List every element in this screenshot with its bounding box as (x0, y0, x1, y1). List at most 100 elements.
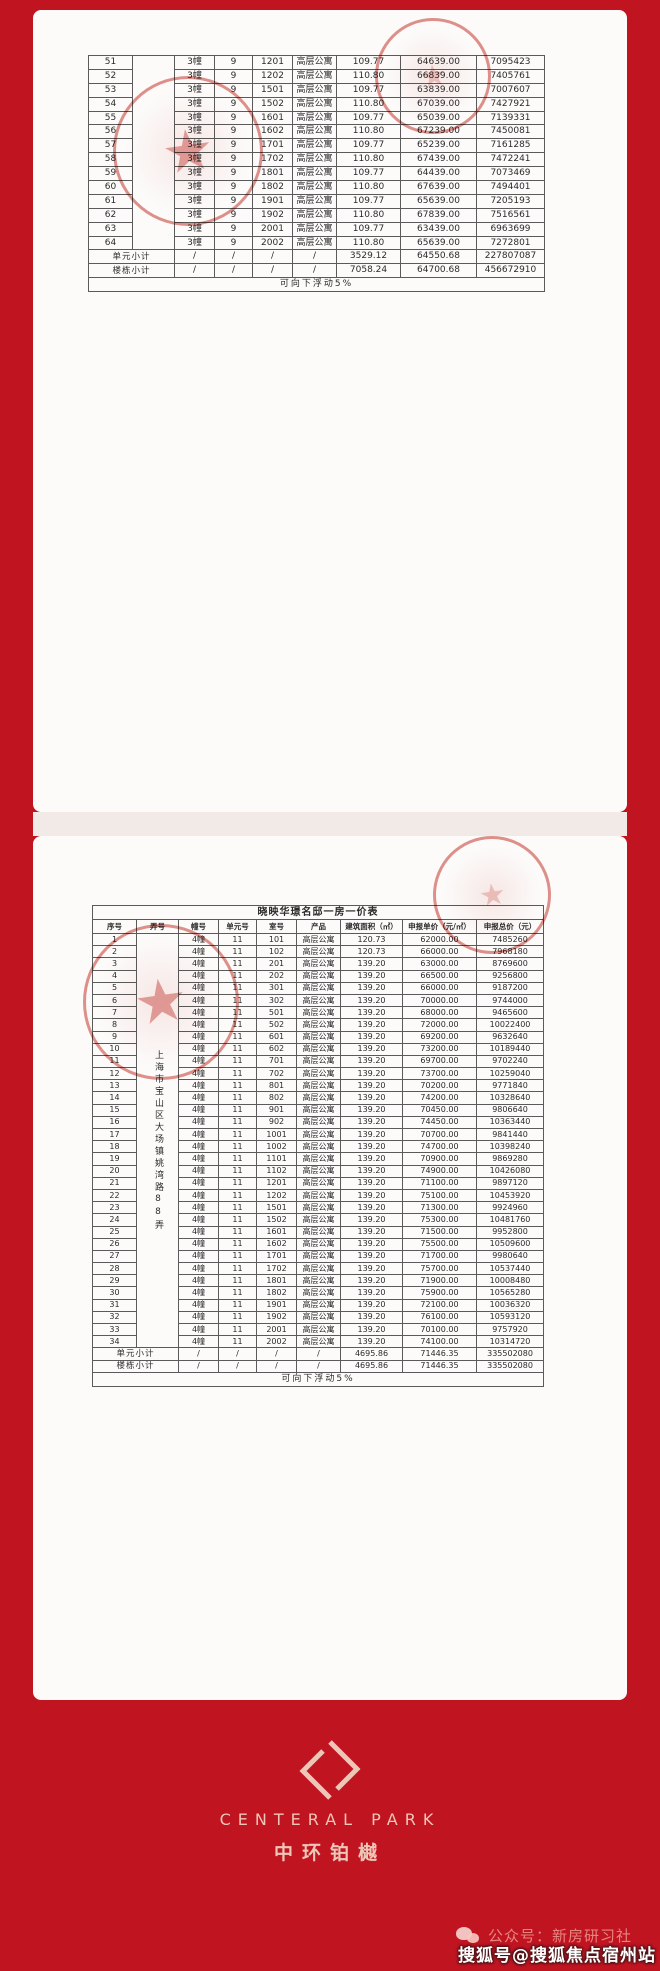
table-cell: 高层公寓 (296, 1054, 341, 1069)
table-cell: 139.20 (340, 981, 403, 995)
table-row: 30 4幢 11 1802 高层公寓 139.20 75900.00 10565280 (92, 1286, 545, 1300)
table-cell: 201 (256, 957, 297, 971)
table-cell: 120.73 (340, 932, 403, 947)
table-cell: 3幢 (174, 193, 215, 209)
table-cell: 高层公寓 (292, 166, 337, 182)
table-cell: 139.20 (340, 1152, 403, 1166)
table-cell: 高层公寓 (296, 1006, 341, 1020)
table-cell: 7058.24 (336, 263, 401, 279)
table-cell: 弄号 (136, 919, 179, 934)
table-cell: 8769600 (475, 957, 545, 971)
table-cell: 11 (218, 1042, 257, 1056)
table-cell: / (174, 263, 215, 279)
table-cell: 72100.00 (402, 1298, 477, 1312)
price-table-body: 晓映华璟名邸一房一价表 序号 弄号 幢号 单元号 室号 产品 建筑面积（㎡） 申报单价（元/㎡）… (91, 905, 545, 1387)
table-cell: 62000.00 (402, 932, 477, 947)
table-cell: 16 (92, 1115, 137, 1130)
table-cell: 11 (218, 1006, 257, 1020)
table-row: 25 4幢 11 1601 高层公寓 139.20 71500.00 9952800 (92, 1225, 545, 1239)
table-row: 15 4幢 11 901 高层公寓 139.20 70450.00 9806640 (92, 1103, 545, 1117)
table-cell: 11 (218, 932, 257, 947)
table-cell: 139.20 (340, 1237, 403, 1251)
table-cell: 11 (218, 969, 257, 983)
table-cell: 高层公寓 (296, 1030, 341, 1044)
table-cell: 109.77 (336, 110, 401, 126)
table-cell: 139.20 (340, 1164, 403, 1178)
table-cell: 10363440 (475, 1115, 545, 1130)
table-cell: 11 (92, 1054, 137, 1069)
table-cell: 69200.00 (402, 1030, 477, 1044)
table-cell: 63439.00 (400, 221, 477, 237)
table-cell: 高层公寓 (296, 1164, 341, 1178)
table-cell: 102 (256, 945, 297, 959)
table-cell: / (252, 249, 293, 265)
table-cell: 75900.00 (402, 1286, 477, 1300)
table-cell: 63000.00 (402, 957, 477, 971)
table-cell: 高层公寓 (296, 993, 341, 1008)
table-cell: 139.20 (340, 1127, 403, 1142)
table-cell: 9 (214, 96, 253, 112)
table-cell: 139.20 (340, 993, 403, 1008)
table-row: 33 4幢 11 2001 高层公寓 139.20 70100.00 9757920 (92, 1322, 545, 1337)
table-cell: 139.20 (340, 1042, 403, 1056)
table-cell: 3幢 (174, 55, 215, 70)
table-cell: 9744000 (475, 993, 545, 1008)
table-cell: 28 (92, 1262, 137, 1276)
table-cell: 1501 (252, 82, 293, 98)
table-cell: 高层公寓 (296, 932, 341, 947)
table-cell: 1702 (256, 1262, 297, 1276)
table-cell: 109.77 (336, 221, 401, 237)
table-cell: 7073469 (476, 166, 545, 182)
table-cell: 52 (88, 68, 133, 84)
table-cell: 139.20 (340, 1030, 403, 1044)
table-cell: 4幢 (178, 957, 219, 971)
table-cell: 11 (218, 1298, 257, 1312)
table-cell: 139.20 (340, 1298, 403, 1312)
table-row: 可向下浮动5% (91, 1371, 545, 1387)
table-row: 7 4幢 11 501 高层公寓 139.20 68000.00 9465600 (92, 1006, 545, 1020)
table-cell: 139.20 (340, 969, 403, 983)
table-cell: / (214, 263, 253, 279)
table-cell: 70900.00 (402, 1152, 477, 1166)
price-table-building4: 晓映华璟名邸一房一价表 序号 弄号 幢号 单元号 室号 产品 建筑面积（㎡） 申报单价（元/㎡）… (91, 905, 545, 1387)
table-cell: 139.20 (340, 1006, 403, 1020)
table-cell: 139.20 (340, 1188, 403, 1203)
table-cell: 1501 (256, 1201, 297, 1215)
table-row: 序号 弄号 幢号 单元号 室号 产品 建筑面积（㎡） 申报单价（元/㎡） 申报总价（元） (92, 919, 545, 934)
table-cell: / (252, 263, 293, 279)
table-cell: 59 (88, 166, 133, 182)
table-cell: 75700.00 (402, 1262, 477, 1276)
table-cell: 139.20 (340, 1225, 403, 1239)
table-cell: 高层公寓 (292, 193, 337, 209)
table-cell: / (296, 1347, 341, 1361)
table-cell: 3幢 (174, 124, 215, 140)
table-cell: / (292, 263, 337, 279)
table-cell: 1 (92, 932, 137, 947)
table-cell: 31 (92, 1298, 137, 1312)
table-cell: 高层公寓 (296, 1127, 341, 1142)
table-row: 51 3幢 9 1201 高层公寓 109.77 64639.00 7095423 (88, 54, 545, 251)
table-cell: 11 (218, 1018, 257, 1032)
table-cell: 11 (218, 1335, 257, 1349)
table-cell: 高层公寓 (292, 138, 337, 154)
table-cell: 63 (88, 221, 133, 237)
table-cell: 9 (214, 235, 253, 251)
table-cell: 1602 (252, 124, 293, 140)
table-cell: 3幢 (174, 221, 215, 237)
table-cell: 9952800 (475, 1225, 545, 1239)
table-cell: 9 (214, 68, 253, 84)
table-cell: 20 (92, 1164, 137, 1178)
table-cell: 1502 (256, 1213, 297, 1227)
table-cell: 9980640 (475, 1249, 545, 1264)
table-row: 晓映华璟名邸一房一价表 (91, 905, 545, 920)
table-cell: 74200.00 (402, 1091, 477, 1105)
table-row: 5 4幢 11 301 高层公寓 139.20 66000.00 9187200 (92, 981, 545, 995)
table-cell: 11 (218, 1201, 257, 1215)
table-cell: 10008480 (475, 1274, 545, 1288)
table-cell: / (292, 249, 337, 265)
table-cell: 335502080 (475, 1359, 545, 1373)
table-cell: 109.77 (336, 138, 401, 154)
table-row: 单元小计 / / //4695.86 71446.35 335502080 (92, 1347, 545, 1361)
page-separator (33, 812, 627, 836)
table-cell: 12 (92, 1067, 137, 1081)
